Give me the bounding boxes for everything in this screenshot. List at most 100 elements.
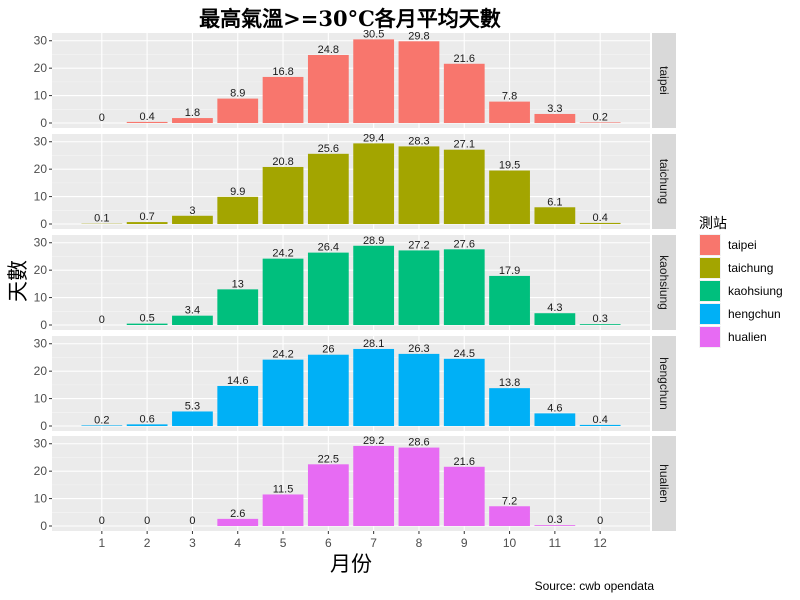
bar-value-label: 3.3 [547,103,562,115]
bar-value-label: 3.4 [185,305,200,317]
bar-value-label: 25.6 [318,143,339,155]
legend-label: hengchun [728,307,781,321]
bar-hualien-7 [353,445,395,526]
bar-taichung-8 [398,146,440,224]
x-tick-label: 6 [325,536,332,550]
legend-swatch [700,258,720,278]
bar-kaohsiung-8 [398,250,440,325]
bar-value-label: 13.8 [499,377,520,389]
facet-strip-label: hualien [657,464,671,503]
bar-taichung-4 [217,196,259,224]
bar-value-label: 29.2 [363,435,384,447]
y-tick-label: 10 [34,89,48,103]
bar-value-label: 30.5 [363,28,384,40]
bar-taipei-4 [217,98,259,123]
bar-hengchun-6 [307,354,349,426]
y-tick-label: 10 [34,291,48,305]
legend: 測站 taipei taichung kaohsiung hengchun hualie… [699,216,783,348]
legend-swatch [700,327,720,347]
bar-taipei-10 [489,101,530,123]
facet-strip [652,436,676,531]
legend-label: taipei [728,238,757,252]
bar-taichung-11 [534,207,576,224]
bar-value-label: 13 [232,278,244,290]
bar-value-label: 0 [99,515,105,527]
bar-hengchun-9 [443,358,485,426]
bar-value-label: 0 [144,515,150,527]
bar-value-label: 17.9 [499,265,520,277]
x-axis-title: 月份 [330,552,372,576]
panel-hualien: 0 10 20 30 0 0 0 2.6 11.5 22.5 29.2 28.6 21.6 7.2 0.3 0… [34,435,676,550]
facet-strip-label: hengchun [657,357,671,410]
y-tick-label: 10 [34,392,48,406]
bar-taipei-8 [398,41,440,123]
bar-value-label: 0.4 [593,414,608,426]
bar-value-label: 27.2 [408,239,429,251]
bar-value-label: 0.4 [139,111,154,123]
legend-item-hengchun: hengchun [699,303,781,325]
facet-strip-label: taipei [657,66,671,95]
bar-value-label: 7.2 [502,495,517,507]
bar-kaohsiung-4 [217,289,259,325]
bar-value-label: 29.4 [363,132,384,144]
bar-hualien-6 [307,464,349,526]
bar-value-label: 28.6 [408,437,429,449]
x-tick-label: 1 [98,536,105,550]
bar-hualien-8 [398,447,440,526]
bar-hualien-11 [534,525,576,526]
bar-taipei-5 [262,76,304,123]
bar-hengchun-3 [172,411,213,426]
y-tick-label: 20 [34,364,48,378]
bar-value-label: 26 [322,344,334,356]
x-tick-label: 10 [503,536,517,550]
bar-value-label: 14.6 [227,375,248,387]
bar-value-label: 0 [189,515,195,527]
bar-value-label: 9.9 [230,186,245,198]
facet-strip-label: kaohsiung [657,255,671,310]
bar-value-label: 0 [99,314,105,326]
bar-value-label: 28.9 [363,235,384,247]
bar-value-label: 24.8 [318,44,339,56]
bar-value-label: 0 [99,112,105,124]
y-tick-label: 0 [40,519,47,533]
legend-item-taichung: taichung [699,257,773,279]
bar-value-label: 3 [189,205,195,217]
bar-value-label: 22.5 [318,453,339,465]
bar-hengchun-12 [579,424,621,426]
bar-hengchun-10 [489,388,530,426]
bar-taipei-7 [353,39,395,123]
x-tick-label: 7 [370,536,377,550]
bar-kaohsiung-6 [307,252,349,325]
bar-hengchun-11 [534,413,576,426]
bar-value-label: 2.6 [230,508,245,520]
bar-value-label: 11.5 [273,483,294,495]
bar-hengchun-7 [353,348,395,426]
bar-hengchun-8 [398,353,440,426]
bar-taipei-6 [307,55,349,123]
bar-hualien-10 [489,506,530,526]
bar-taichung-9 [443,149,485,224]
y-tick-label: 0 [40,217,47,231]
y-tick-label: 20 [34,61,48,75]
panel-hengchun: 0 10 20 30 0.2 0.6 5.3 14.6 24.2 26 28.1 26.3 24.5 13… [34,336,676,433]
bar-value-label: 26.4 [318,242,339,254]
x-tick-label: 9 [461,536,468,550]
x-tick-label: 12 [593,536,607,550]
bar-value-label: 24.5 [454,348,475,360]
bar-value-label: 0.1 [94,213,109,225]
x-tick-label: 11 [549,536,562,550]
bar-hengchun-2 [126,424,168,426]
facet-strip [652,33,676,128]
bar-taipei-11 [534,113,576,123]
bar-value-label: 26.3 [408,343,429,355]
y-tick-label: 10 [34,190,48,204]
panel-taichung: 0 10 20 30 0.1 0.7 3 9.9 20.8 25.6 29.4 28.3 27.1 19.… [34,132,676,231]
facet-strip [652,235,676,330]
bar-kaohsiung-7 [353,245,395,325]
bar-value-label: 27.6 [454,238,475,250]
bar-value-label: 0.4 [593,212,608,224]
y-tick-label: 0 [40,318,47,332]
bar-hengchun-4 [217,385,259,426]
